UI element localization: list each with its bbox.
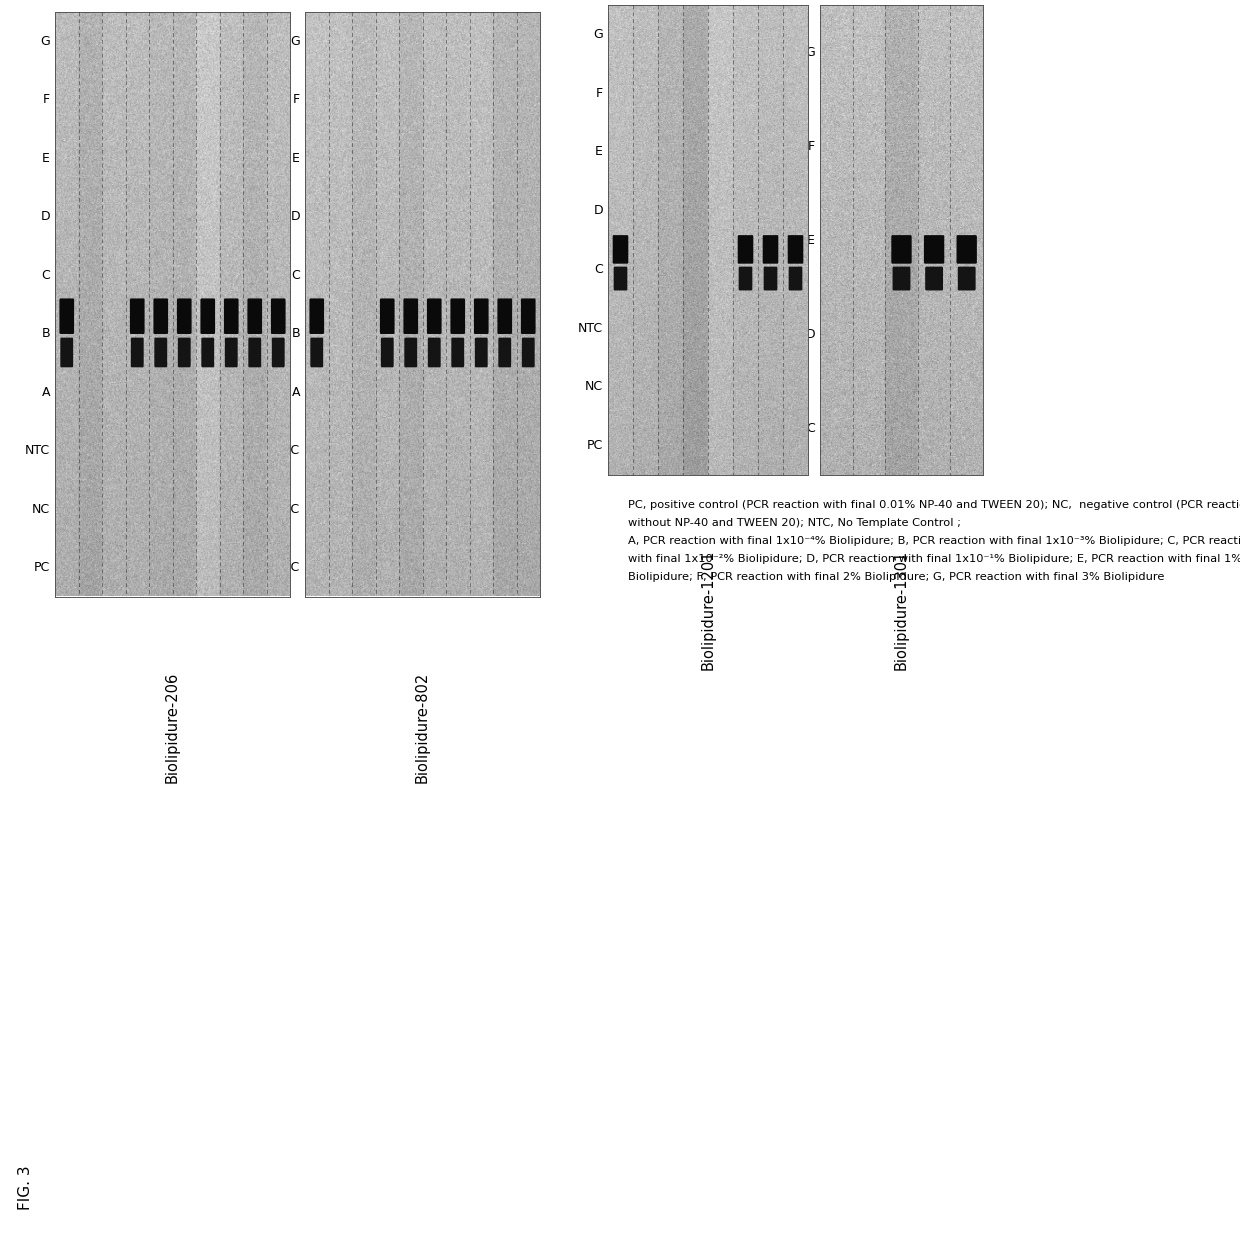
Text: NTC: NTC [275,444,300,458]
Text: A: A [41,385,50,399]
Text: A, PCR reaction with final 1x10⁻⁴% Biolipidure; B, PCR reaction with final 1x10⁻: A, PCR reaction with final 1x10⁻⁴% Bioli… [627,535,1240,545]
FancyBboxPatch shape [497,299,512,334]
FancyBboxPatch shape [956,235,977,264]
FancyBboxPatch shape [201,299,215,334]
Text: NC: NC [32,503,50,515]
Text: A: A [291,385,300,399]
Text: Biolipidure-1201: Biolipidure-1201 [701,550,715,671]
Text: D: D [805,328,815,340]
FancyBboxPatch shape [272,338,285,368]
Text: NTC: NTC [578,322,603,334]
FancyBboxPatch shape [924,235,945,264]
FancyBboxPatch shape [154,338,167,368]
Text: PC: PC [284,562,300,574]
Text: C: C [291,269,300,281]
FancyBboxPatch shape [270,299,285,334]
Text: with final 1x10⁻²% Biolipidure; D, PCR reaction with final 1x10⁻¹% Biolipidure; : with final 1x10⁻²% Biolipidure; D, PCR r… [627,554,1240,564]
FancyBboxPatch shape [381,338,393,368]
FancyBboxPatch shape [130,338,144,368]
FancyBboxPatch shape [177,299,192,334]
FancyBboxPatch shape [764,266,777,290]
Text: D: D [594,204,603,218]
FancyBboxPatch shape [893,266,910,290]
Text: B: B [41,328,50,340]
FancyBboxPatch shape [310,338,324,368]
FancyBboxPatch shape [224,299,238,334]
FancyBboxPatch shape [154,299,169,334]
FancyBboxPatch shape [475,338,487,368]
FancyBboxPatch shape [789,266,802,290]
Text: Biolipidure; F, PCR reaction with final 2% Biolipidure; G, PCR reaction with fin: Biolipidure; F, PCR reaction with final … [627,572,1164,582]
Text: Biolipidure-206: Biolipidure-206 [165,672,180,783]
FancyBboxPatch shape [925,266,944,290]
FancyBboxPatch shape [450,299,465,334]
Text: G: G [290,35,300,48]
FancyBboxPatch shape [614,266,627,290]
Text: C: C [806,422,815,434]
Text: F: F [808,140,815,153]
FancyBboxPatch shape [248,299,262,334]
Text: E: E [807,234,815,246]
FancyBboxPatch shape [451,338,464,368]
FancyBboxPatch shape [521,299,536,334]
Text: PC: PC [33,562,50,574]
Text: PC, positive control (PCR reaction with final 0.01% NP-40 and TWEEN 20); NC,  ne: PC, positive control (PCR reaction with … [627,500,1240,510]
FancyBboxPatch shape [379,299,394,334]
FancyBboxPatch shape [310,299,324,334]
FancyBboxPatch shape [248,338,262,368]
FancyBboxPatch shape [60,299,74,334]
FancyBboxPatch shape [224,338,238,368]
Text: F: F [596,86,603,100]
Text: NC: NC [585,380,603,393]
Text: B: B [291,328,300,340]
Text: NC: NC [281,503,300,515]
FancyBboxPatch shape [613,235,629,264]
Text: E: E [293,151,300,165]
FancyBboxPatch shape [130,299,145,334]
FancyBboxPatch shape [474,299,489,334]
FancyBboxPatch shape [522,338,534,368]
Text: without NP-40 and TWEEN 20); NTC, No Template Control ;: without NP-40 and TWEEN 20); NTC, No Tem… [627,518,961,528]
Text: Biolipidure-1301: Biolipidure-1301 [894,550,909,671]
Text: F: F [293,94,300,106]
FancyBboxPatch shape [892,235,911,264]
Text: F: F [43,94,50,106]
FancyBboxPatch shape [498,338,511,368]
FancyBboxPatch shape [787,235,804,264]
Text: C: C [41,269,50,281]
FancyBboxPatch shape [739,266,753,290]
Text: G: G [805,45,815,59]
FancyBboxPatch shape [404,338,417,368]
Text: D: D [290,210,300,223]
Text: FIG. 3: FIG. 3 [19,1166,33,1210]
Text: E: E [42,151,50,165]
FancyBboxPatch shape [201,338,215,368]
FancyBboxPatch shape [763,235,779,264]
FancyBboxPatch shape [428,338,440,368]
FancyBboxPatch shape [177,338,191,368]
Text: C: C [594,263,603,276]
Text: G: G [40,35,50,48]
FancyBboxPatch shape [957,266,976,290]
Text: PC: PC [587,439,603,452]
Text: G: G [593,28,603,41]
FancyBboxPatch shape [403,299,418,334]
FancyBboxPatch shape [738,235,754,264]
FancyBboxPatch shape [427,299,441,334]
Text: NTC: NTC [25,444,50,458]
Text: D: D [41,210,50,223]
Text: Biolipidure-802: Biolipidure-802 [415,672,430,783]
Text: E: E [595,145,603,159]
FancyBboxPatch shape [61,338,73,368]
